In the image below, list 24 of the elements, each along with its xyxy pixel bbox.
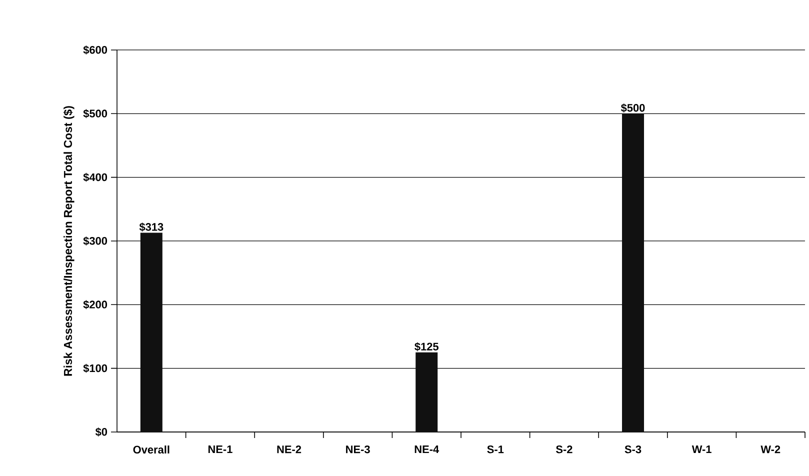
- x-tick-label: NE-2: [277, 446, 302, 454]
- x-tick-label: W-2: [760, 446, 780, 454]
- bar: [140, 232, 162, 432]
- x-tick-label: NE-3: [346, 446, 370, 454]
- data-label: $500: [620, 104, 645, 112]
- y-tick-label: $0: [95, 428, 108, 436]
- data-label: $125: [414, 342, 438, 352]
- y-axis-title: Risk Assessment/Inspection Report Total Cost ($): [63, 106, 74, 376]
- x-tick-label: NE-4: [414, 446, 440, 454]
- y-tick-label: $300: [83, 236, 108, 246]
- y-tick-label: $400: [83, 172, 108, 182]
- bar: [622, 114, 644, 432]
- bar: [416, 352, 438, 432]
- x-tick-label: W-1: [692, 446, 712, 454]
- y-tick-label: $600: [83, 46, 108, 54]
- x-tick-label: NE-1: [208, 446, 232, 454]
- x-tick-label: S-2: [556, 446, 572, 454]
- y-tick-label: $200: [83, 300, 108, 310]
- y-tick-label: $500: [83, 109, 108, 118]
- x-tick-label: Overall: [133, 446, 170, 454]
- data-label: $313: [139, 222, 164, 232]
- y-tick-label: $100: [83, 364, 108, 373]
- x-tick-label: S-3: [624, 446, 642, 454]
- x-tick-label: S-1: [487, 446, 504, 454]
